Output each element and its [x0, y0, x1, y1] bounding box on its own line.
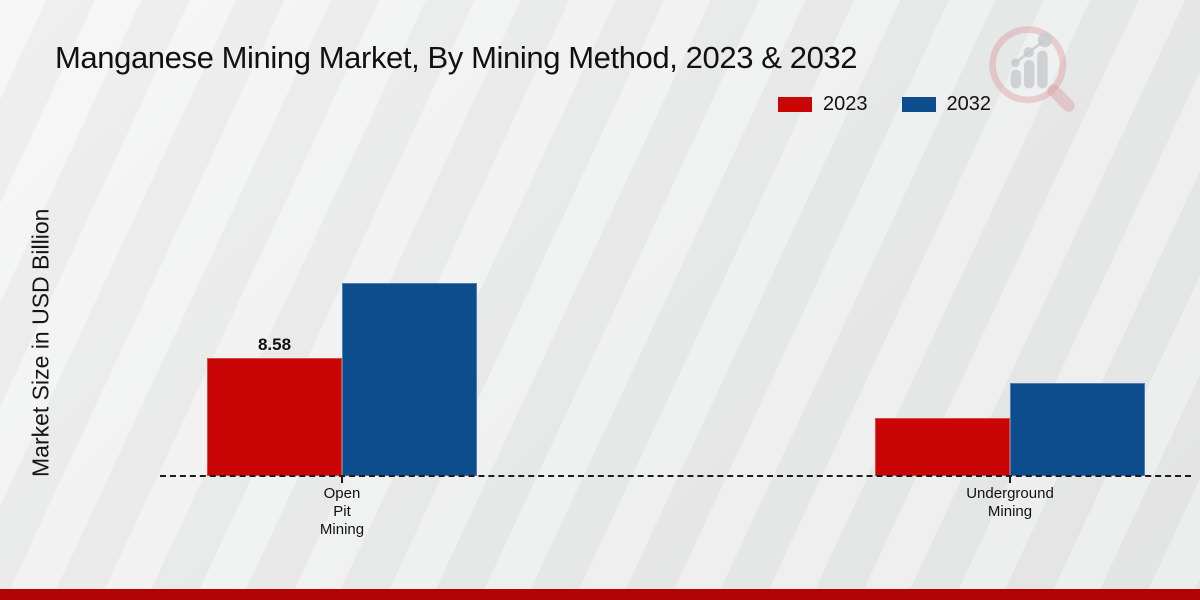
legend-item-2032: 2032	[901, 93, 992, 116]
magnifier-bar-chart-logo	[989, 26, 1075, 112]
legend-label-2023: 2023	[823, 93, 868, 115]
legend-swatch-2023	[778, 97, 812, 112]
bar-2023-open-pit-mining	[207, 358, 342, 476]
axis-tick	[341, 477, 343, 483]
x-axis-baseline	[160, 475, 1191, 477]
bottom-accent-strip	[0, 589, 1200, 600]
bar-2032-open-pit-mining	[342, 282, 477, 476]
category-label-open-pit-mining: Open Pit Mining	[319, 485, 365, 538]
bar-2023-underground-mining	[875, 417, 1010, 476]
axis-tick	[1009, 477, 1011, 483]
chart-title: Manganese Mining Market, By Mining Metho…	[55, 40, 858, 75]
y-axis-label: Market Size in USD Billion	[27, 208, 54, 477]
legend-label-2032: 2032	[946, 93, 992, 115]
legend-swatch-2032	[901, 97, 936, 112]
legend: 2023 2032	[778, 93, 991, 116]
legend-item-2023: 2023	[778, 93, 868, 116]
category-label-underground-mining: Underground Mining	[966, 485, 1054, 520]
bar-value-label: 8.58	[257, 335, 292, 355]
bar-2032-underground-mining	[1010, 382, 1145, 476]
